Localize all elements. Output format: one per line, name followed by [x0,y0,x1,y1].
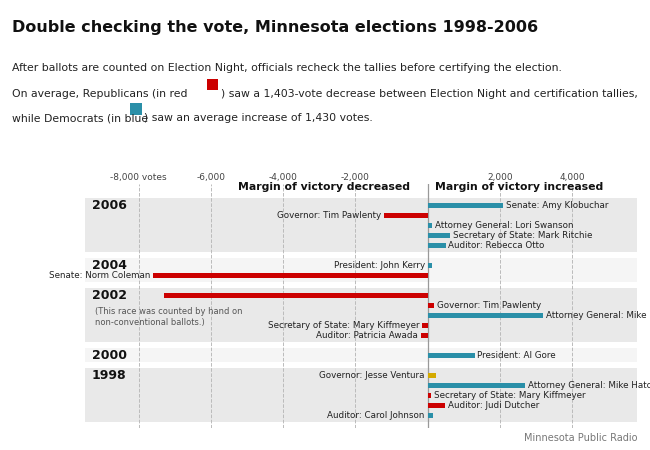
Bar [384,213,428,218]
Text: Attorney General: Mike  Hatch: Attorney General: Mike Hatch [546,311,650,320]
Text: On average, Republicans (in red: On average, Republicans (in red [12,89,190,99]
Text: Auditor: Rebecca Otto: Auditor: Rebecca Otto [448,241,545,250]
Text: (This race was counted by hand on
non-conventional ballots.): (This race was counted by hand on non-co… [96,306,243,327]
Bar [84,368,637,422]
Bar [428,313,543,318]
Bar [84,348,637,362]
Text: 2006: 2006 [92,199,127,212]
Bar [428,233,450,238]
Bar [421,333,428,338]
Text: Governor: Tim Pawlenty: Governor: Tim Pawlenty [437,301,541,310]
Bar [164,293,428,298]
Text: ) saw a 1,403-vote decrease between Election Night and certification tallies,: ) saw a 1,403-vote decrease between Elec… [221,89,638,99]
Text: 1998: 1998 [92,369,126,382]
Text: Auditor: Patricia Awada: Auditor: Patricia Awada [317,331,418,340]
Bar [428,403,445,408]
Bar [84,198,637,252]
FancyBboxPatch shape [130,103,142,115]
Bar [428,263,432,268]
Text: Senate: Norm Coleman: Senate: Norm Coleman [49,271,150,280]
Text: Secretary of State: Mark Ritchie: Secretary of State: Mark Ritchie [453,231,592,240]
Text: 2000: 2000 [92,349,127,362]
Bar [428,243,446,248]
Text: Attorney General: Mike Hatch: Attorney General: Mike Hatch [528,381,650,390]
Text: Secretary of State: Mary Kiffmeyer: Secretary of State: Mary Kiffmeyer [434,391,586,400]
Text: President: John Kerry: President: John Kerry [333,261,424,270]
Bar [428,413,434,418]
Bar [153,273,428,278]
Bar [422,323,428,328]
Text: 2004: 2004 [92,259,127,272]
Bar [428,383,525,388]
FancyBboxPatch shape [207,79,218,90]
Text: while Democrats (in blue: while Democrats (in blue [12,113,151,123]
Text: Secretary of State: Mary Kiffmeyer: Secretary of State: Mary Kiffmeyer [268,321,419,330]
Text: Governor: Tim Pawlenty: Governor: Tim Pawlenty [277,211,382,220]
Text: Margin of victory increased: Margin of victory increased [435,182,603,192]
Text: President: Al Gore: President: Al Gore [477,351,556,360]
Text: 2002: 2002 [92,289,127,302]
Text: After ballots are counted on Election Night, officials recheck the tallies befor: After ballots are counted on Election Ni… [12,63,562,73]
Text: Attorney General: Lori Swanson: Attorney General: Lori Swanson [435,221,573,230]
Bar [428,353,474,358]
Bar [428,223,432,228]
Bar [428,203,503,208]
Bar [84,258,637,282]
Bar [428,373,436,378]
Text: Auditor: Carol Johnson: Auditor: Carol Johnson [328,411,424,420]
Text: Senate: Amy Klobuchar: Senate: Amy Klobuchar [506,201,609,210]
Text: Governor: Jesse Ventura: Governor: Jesse Ventura [319,371,424,380]
Bar [428,393,431,398]
Text: Minnesota Public Radio: Minnesota Public Radio [523,433,637,443]
Text: ) saw an average increase of 1,430 votes.: ) saw an average increase of 1,430 votes… [144,113,373,123]
Text: Auditor: Judi Dutcher: Auditor: Judi Dutcher [448,401,539,410]
Text: Margin of victory decreased: Margin of victory decreased [237,182,410,192]
Bar [428,303,434,308]
Text: Double checking the vote, Minnesota elections 1998-2006: Double checking the vote, Minnesota elec… [12,20,538,35]
Bar [84,288,637,342]
